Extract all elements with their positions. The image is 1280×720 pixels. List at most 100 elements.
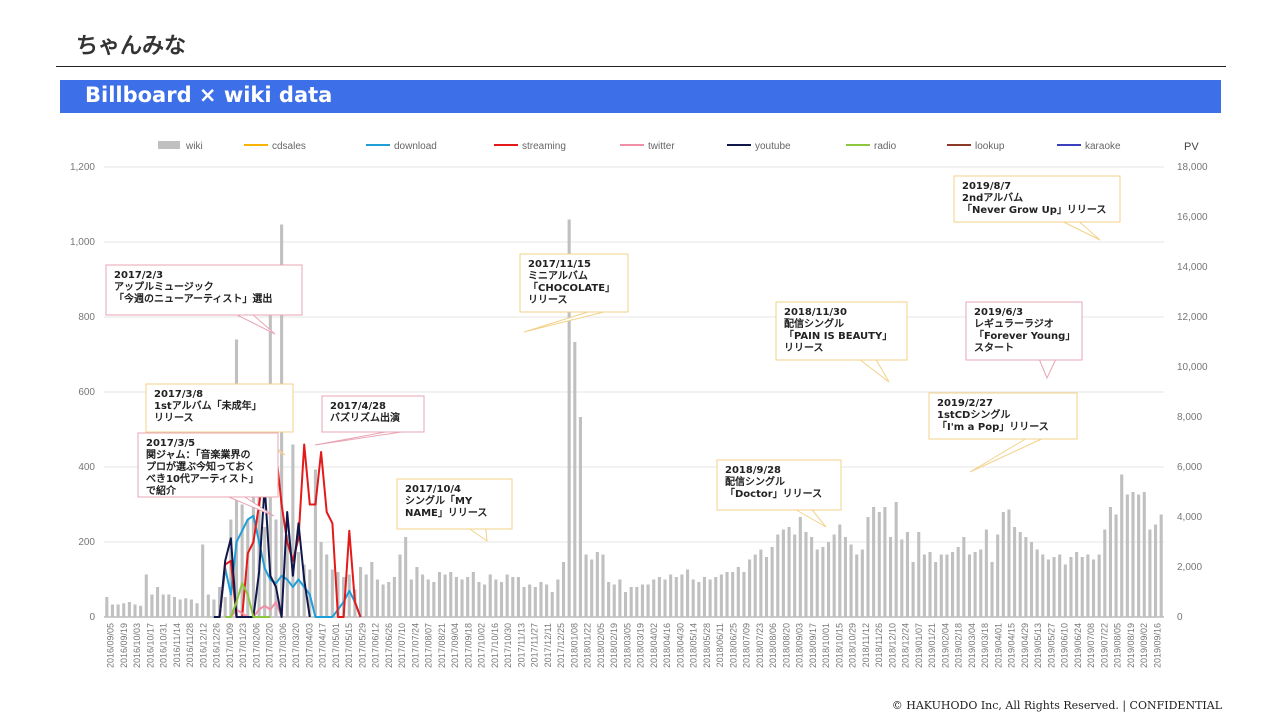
annotation-pointer xyxy=(1063,221,1101,241)
x-tick-label: 2018/05/28 xyxy=(702,623,712,668)
wiki-bar xyxy=(1125,494,1129,617)
wiki-bar xyxy=(1131,492,1135,617)
wiki-bar xyxy=(443,574,447,617)
y-left-tick: 1,200 xyxy=(70,162,95,173)
wiki-bar xyxy=(838,524,842,617)
x-tick-label: 2018/11/26 xyxy=(874,623,884,667)
wiki-bar xyxy=(849,544,853,617)
x-tick-label: 2019/03/04 xyxy=(967,623,977,668)
annotation-text: 2017/3/8 1stアルバム「未成年」リリース xyxy=(154,389,262,424)
annotation-text: 2017/2/3 アップルミュージック「今週のニューアーティスト」選出 xyxy=(114,270,272,305)
wiki-bar xyxy=(319,542,323,617)
x-tick-label: 2019/09/02 xyxy=(1139,623,1149,668)
wiki-bar xyxy=(900,539,904,617)
annotation-pointer xyxy=(468,528,488,543)
wiki-bar xyxy=(590,559,594,617)
wiki-bar xyxy=(781,529,785,617)
wiki-bar xyxy=(336,572,340,617)
wiki-bar xyxy=(748,559,752,617)
wiki-bar xyxy=(127,602,131,617)
wiki-bar xyxy=(832,534,836,617)
wiki-bar xyxy=(702,577,707,617)
y-left-tick: 800 xyxy=(78,312,95,323)
wiki-bar xyxy=(212,599,216,617)
wiki-bar xyxy=(883,507,887,617)
wiki-bar xyxy=(911,562,915,617)
x-tick-label: 2018/04/16 xyxy=(662,623,672,668)
x-tick-label: 2019/01/07 xyxy=(914,623,924,668)
wiki-bar xyxy=(573,342,577,617)
wiki-bar xyxy=(511,577,515,617)
wiki-bar xyxy=(967,554,972,617)
annotation-callout: 2019/2/27 1stCDシングル「I'm a Pop」リリース xyxy=(928,392,1078,473)
section-banner: Billboard × wiki data xyxy=(60,80,1221,113)
series-line-youtube xyxy=(213,484,311,618)
wiki-bar xyxy=(770,547,774,617)
annotation-text: 2019/8/7 2ndアルバム「Never Grow Up」リリース xyxy=(962,181,1106,216)
x-tick-label: 2017/07/10 xyxy=(397,623,407,668)
annotation-box xyxy=(775,301,908,361)
wiki-bar xyxy=(387,582,391,617)
annotation-box xyxy=(145,383,294,433)
annotation-text: 2017/11/15 ミニアルバム「CHOCOLATE」リリース xyxy=(528,259,615,306)
x-tick-label: 2017/02/20 xyxy=(265,623,275,668)
wiki-bar xyxy=(917,532,921,617)
annotation-text: 2017/3/5 関ジャム：「音楽業界のプロが選ぶ今知っておくべき10代アーティス… xyxy=(146,438,259,497)
x-tick-label: 2016/09/19 xyxy=(119,623,129,668)
wiki-bar xyxy=(528,584,532,617)
wiki-bar xyxy=(951,552,955,617)
y-right-tick: 0 xyxy=(1177,612,1183,623)
annotation-text: 2018/11/30 配信シングル「PAIN IS BEAUTY」リリース xyxy=(784,307,892,354)
wiki-bar xyxy=(1024,537,1028,617)
wiki-bar xyxy=(1063,564,1067,617)
wiki-bar xyxy=(505,574,509,617)
wiki-bar xyxy=(1052,557,1056,617)
wiki-bar xyxy=(370,562,374,617)
wiki-bar xyxy=(663,579,667,617)
x-tick-label: 2017/07/24 xyxy=(410,623,420,668)
annotation-box xyxy=(105,264,303,316)
wiki-bar xyxy=(674,577,678,617)
wiki-bar xyxy=(686,569,690,617)
wiki-bar xyxy=(691,579,695,617)
wiki-bar xyxy=(731,572,735,617)
wiki-bar xyxy=(218,587,222,617)
x-tick-label: 2018/08/06 xyxy=(768,623,778,668)
wiki-bar xyxy=(866,517,870,617)
wiki-bar xyxy=(990,562,994,617)
x-tick-label: 2017/06/26 xyxy=(384,623,394,668)
wiki-bar xyxy=(928,552,932,617)
x-tick-label: 2018/11/12 xyxy=(861,623,871,667)
wiki-bar xyxy=(302,564,306,617)
wiki-bar xyxy=(499,582,504,617)
legend-label-wiki: wiki xyxy=(185,141,203,152)
wiki-bar xyxy=(1097,554,1101,617)
x-tick-label: 2018/06/11 xyxy=(715,623,725,667)
x-tick-label: 2017/12/11 xyxy=(543,623,553,667)
x-tick-label: 2018/01/08 xyxy=(569,623,579,668)
y-left-tick: 1,000 xyxy=(70,237,95,248)
wiki-bar xyxy=(962,537,966,617)
wiki-bar xyxy=(635,587,639,617)
wiki-bar xyxy=(392,577,396,617)
wiki-bar xyxy=(973,552,977,617)
wiki-bar xyxy=(821,547,825,617)
x-tick-label: 2019/06/10 xyxy=(1060,623,1070,668)
x-tick-label: 2019/06/24 xyxy=(1073,623,1083,668)
wiki-bar xyxy=(240,504,244,617)
x-tick-label: 2019/02/04 xyxy=(940,623,950,668)
wiki-bar xyxy=(1001,512,1005,617)
wiki-bar xyxy=(533,587,537,617)
wiki-bar xyxy=(358,567,363,617)
annotation-box xyxy=(137,432,279,498)
wiki-bar xyxy=(494,579,498,617)
wiki-bar xyxy=(415,567,419,617)
wiki-bar xyxy=(426,579,430,617)
legend-label-cdsales: cdsales xyxy=(272,141,306,152)
wiki-bar xyxy=(855,554,859,617)
wiki-bar xyxy=(1080,557,1084,617)
wiki-bar xyxy=(206,594,210,617)
x-tick-label: 2016/09/05 xyxy=(106,623,116,668)
y-right-tick: 12,000 xyxy=(1177,312,1208,323)
annotation-callout: 2017/2/3 アップルミュージック「今週のニューアーティスト」選出 xyxy=(105,264,303,335)
